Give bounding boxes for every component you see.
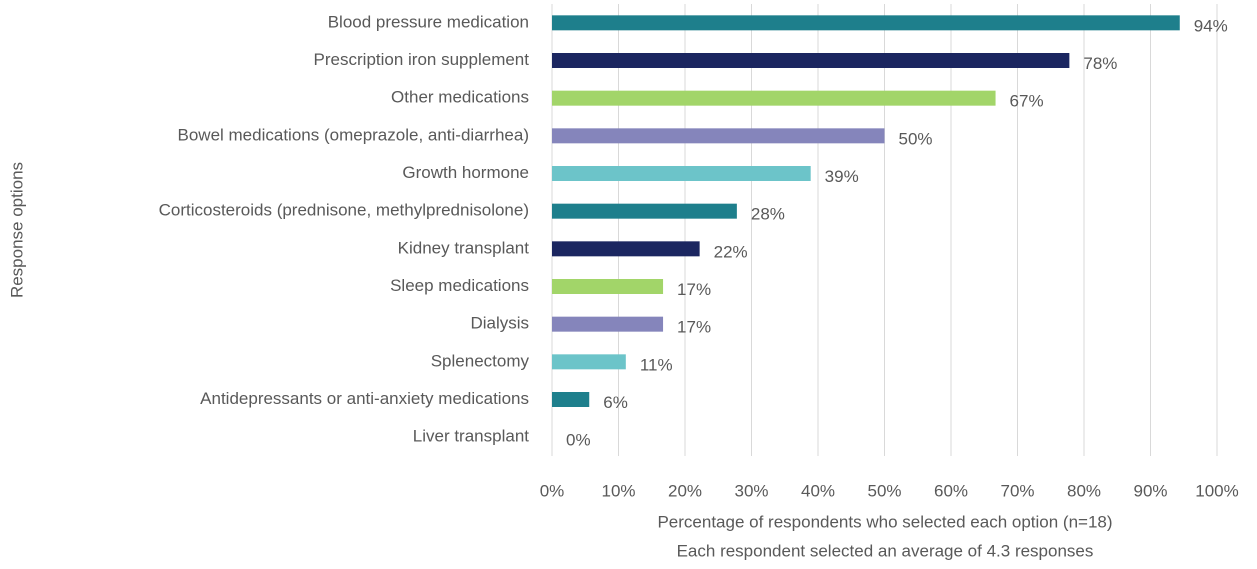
- bar: [552, 279, 664, 294]
- x-tick-label: 10%: [601, 481, 635, 500]
- data-label: 67%: [1010, 92, 1044, 111]
- bar: [552, 166, 811, 181]
- bar: [552, 392, 590, 407]
- y-tick-label: Prescription iron supplement: [314, 50, 530, 69]
- bar: [552, 128, 885, 144]
- data-label: 6%: [603, 393, 628, 412]
- y-tick-label: Growth hormone: [402, 163, 529, 182]
- data-label: 39%: [825, 167, 859, 186]
- bar: [552, 354, 626, 370]
- x-tick-label: 100%: [1195, 481, 1238, 500]
- y-axis-label: Response options: [7, 162, 26, 298]
- x-tick-label: 60%: [934, 481, 968, 500]
- bar: [552, 90, 996, 106]
- y-tick-label: Liver transplant: [413, 427, 530, 446]
- bar: [552, 316, 664, 332]
- bar: [552, 241, 700, 257]
- x-tick-label: 40%: [801, 481, 835, 500]
- bar: [552, 203, 737, 219]
- data-label: 22%: [714, 242, 748, 261]
- x-tick-label: 80%: [1067, 481, 1101, 500]
- y-tick-label: Sleep medications: [390, 276, 529, 295]
- y-tick-label: Other medications: [391, 88, 529, 107]
- data-label: 0%: [566, 431, 591, 450]
- data-label: 17%: [677, 318, 711, 337]
- data-label: 11%: [640, 355, 673, 374]
- y-tick-label: Antidepressants or anti-anxiety medicati…: [200, 389, 529, 408]
- data-label: 78%: [1083, 54, 1117, 73]
- bar: [552, 53, 1070, 68]
- data-label: 50%: [899, 129, 933, 148]
- data-label: 17%: [677, 280, 711, 299]
- x-tick-label: 50%: [867, 481, 901, 500]
- x-axis-label: Percentage of respondents who selected e…: [657, 512, 1112, 531]
- x-tick-label: 30%: [734, 481, 768, 500]
- x-tick-label: 0%: [540, 481, 565, 500]
- bar: [552, 15, 1180, 31]
- x-tick-label: 70%: [1000, 481, 1034, 500]
- x-tick-label: 90%: [1133, 481, 1167, 500]
- y-tick-label: Splenectomy: [431, 351, 530, 370]
- y-tick-label: Kidney transplant: [398, 238, 530, 257]
- data-label: 28%: [751, 205, 785, 224]
- y-tick-label: Dialysis: [470, 314, 529, 333]
- y-tick-label: Blood pressure medication: [328, 12, 529, 31]
- subtitle: Each respondent selected an average of 4…: [677, 541, 1094, 560]
- data-label: 94%: [1194, 16, 1228, 35]
- y-tick-label: Corticosteroids (prednisone, methylpredn…: [159, 201, 529, 220]
- x-tick-label: 20%: [668, 481, 702, 500]
- y-tick-label: Bowel medications (omeprazole, anti-diar…: [178, 125, 530, 144]
